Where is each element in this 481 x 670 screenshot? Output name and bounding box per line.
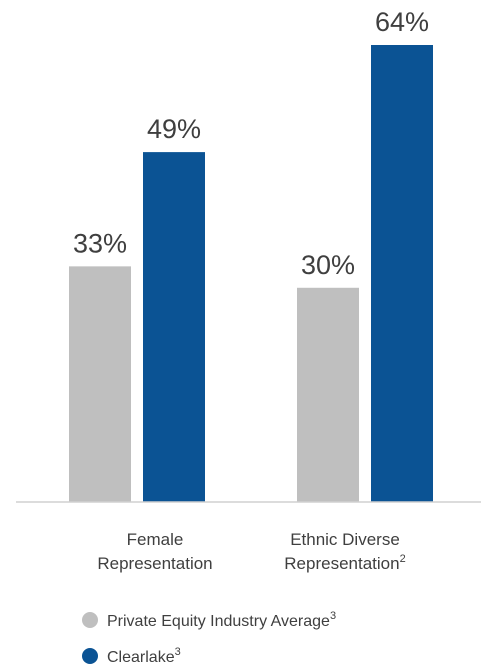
legend-swatch-clearlake [82, 648, 98, 664]
bar-industry-average-0 [69, 266, 131, 502]
value-label-industry-average-0: 33% [73, 228, 127, 258]
value-label-clearlake-1: 64% [375, 7, 429, 37]
bar-clearlake-0 [143, 152, 205, 502]
legend-label-industry-average: Private Equity Industry Average3 [107, 610, 336, 630]
legend-label-clearlake: Clearlake3 [107, 646, 181, 666]
category-label-0-line1: Female [127, 530, 184, 549]
bars-group [69, 45, 433, 502]
bar-clearlake-1 [371, 45, 433, 502]
legend-swatch-industry-average [82, 612, 98, 628]
category-label-1-line2: Representation2 [284, 553, 405, 573]
value-label-industry-average-1: 30% [301, 250, 355, 280]
value-labels-group: 33% 30% 49% 64% [73, 7, 429, 280]
bar-industry-average-1 [297, 287, 359, 502]
value-label-clearlake-0: 49% [147, 114, 201, 144]
category-labels-group: Female Representation Ethnic Diverse Repres… [97, 530, 405, 573]
category-label-1-line1: Ethnic Diverse [290, 530, 400, 549]
category-label-0-line2: Representation [97, 554, 212, 573]
legend: Private Equity Industry Average3 Clearlak… [82, 610, 336, 666]
